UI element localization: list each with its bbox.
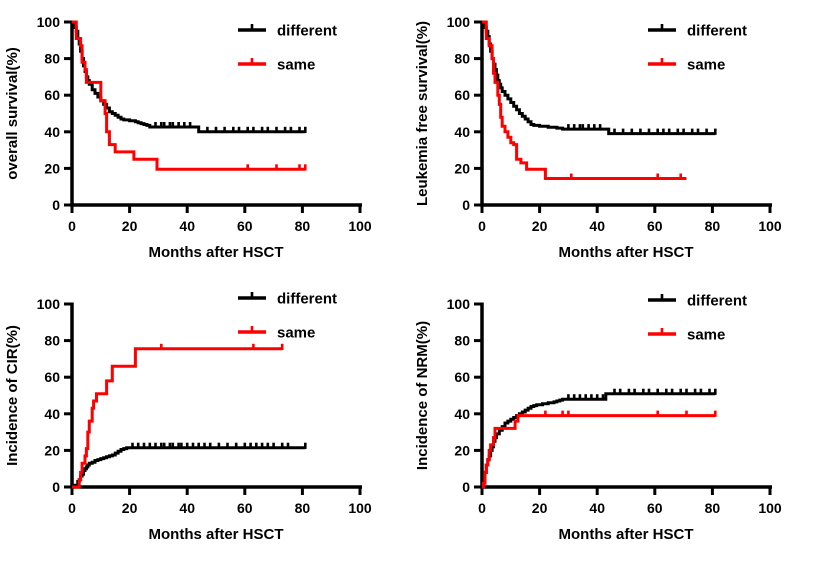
x-tick-label: 0: [478, 218, 486, 234]
legend-item-same: same: [238, 57, 315, 74]
y-tick-label: 0: [462, 479, 470, 495]
legend-label-different: different: [687, 23, 747, 40]
y-tick-label: 80: [44, 51, 60, 67]
legend-label-same: same: [687, 327, 725, 344]
y-tick-label: 20: [454, 442, 470, 458]
panel-incidence-cir: 0 20 40 60 80 100 0 20 40 60 80 100 Months after HSC…: [0, 282, 410, 564]
x-tick-label: 20: [122, 218, 138, 234]
y-tick-label: 40: [44, 124, 60, 140]
y-tick-label: 40: [454, 124, 470, 140]
x-tick-label: 100: [758, 500, 782, 516]
legend-item-same: same: [238, 325, 315, 342]
survival-curve-same: [72, 347, 283, 489]
y-tick-label: 20: [44, 160, 60, 176]
y-tick-label: 20: [44, 442, 60, 458]
x-tick-label: 60: [237, 500, 253, 516]
survival-curve-different: [72, 446, 306, 489]
legend-label-same: same: [687, 57, 725, 74]
x-tick-label: 100: [348, 218, 372, 234]
y-tick-label: 100: [37, 14, 61, 30]
survival-curve-different: [481, 392, 716, 489]
y-tick-label: 20: [454, 160, 470, 176]
x-tick-label: 60: [237, 218, 253, 234]
x-tick-label: 40: [589, 500, 605, 516]
x-tick-label: 80: [295, 500, 311, 516]
x-tick-label: 0: [68, 500, 76, 516]
y-tick-label: 40: [44, 406, 60, 422]
y-tick-label: 60: [454, 369, 470, 385]
x-tick-label: 40: [179, 500, 195, 516]
overall-survival-plot: 0 20 40 60 80 100 0 20 40 60 80 100 Months after HSC…: [4, 14, 372, 261]
x-tick-label: 80: [705, 500, 721, 516]
legend-label-different: different: [687, 293, 747, 310]
y-tick-label: 80: [44, 333, 60, 349]
x-tick-label: 0: [478, 500, 486, 516]
legend-label-same: same: [277, 57, 315, 74]
x-tick-label: 40: [179, 218, 195, 234]
y-tick-label: 100: [447, 296, 471, 312]
legend-item-same: same: [648, 327, 725, 344]
y-tick-label: 0: [462, 197, 470, 213]
legend-label-different: different: [277, 291, 337, 308]
y-tick-label: 0: [52, 479, 60, 495]
survival-curve-different: [482, 20, 716, 136]
leukemia-free-survival-plot: 0 20 40 60 80 100 0 20 40 60 80 100 Months after HSC…: [414, 14, 782, 261]
x-axis-label: Months after HSCT: [149, 244, 284, 261]
y-tick-label: 80: [454, 333, 470, 349]
x-tick-label: 0: [68, 218, 76, 234]
x-tick-label: 100: [348, 500, 372, 516]
incidence-nrm-plot: 0 20 40 60 80 100 0 20 40 60 80 100 Months after HSC…: [414, 293, 782, 544]
y-axis-label: overall survival(%): [4, 47, 21, 180]
x-tick-label: 80: [705, 218, 721, 234]
panel-leukemia-free-survival: 0 20 40 60 80 100 0 20 40 60 80 100 Months after HSC…: [410, 0, 820, 282]
y-tick-label: 80: [454, 51, 470, 67]
y-tick-label: 0: [52, 197, 60, 213]
survival-curve-same: [482, 20, 687, 180]
legend-label-same: same: [277, 325, 315, 342]
survival-curve-same: [481, 414, 716, 489]
x-tick-label: 100: [758, 218, 782, 234]
x-tick-label: 20: [532, 500, 548, 516]
x-tick-label: 20: [532, 218, 548, 234]
y-tick-label: 60: [44, 369, 60, 385]
y-tick-label: 100: [447, 14, 471, 30]
x-tick-label: 80: [295, 218, 311, 234]
legend-item-different: different: [238, 23, 337, 40]
panel-overall-survival: 0 20 40 60 80 100 0 20 40 60 80 100 Months after HSC…: [0, 0, 410, 282]
x-tick-label: 40: [589, 218, 605, 234]
legend-item-same: same: [648, 57, 725, 74]
y-axis-label: Incidence of NRM(%): [414, 321, 431, 470]
x-tick-label: 20: [122, 500, 138, 516]
legend-item-different: different: [648, 293, 747, 310]
x-tick-label: 60: [647, 218, 663, 234]
y-tick-label: 60: [44, 87, 60, 103]
y-axis-label: Incidence of CIR(%): [4, 325, 21, 466]
y-tick-label: 40: [454, 406, 470, 422]
x-tick-label: 60: [647, 500, 663, 516]
legend-item-different: different: [238, 291, 337, 308]
x-axis-label: Months after HSCT: [149, 526, 284, 543]
y-tick-label: 100: [37, 296, 61, 312]
y-tick-label: 60: [454, 87, 470, 103]
panel-incidence-nrm: 0 20 40 60 80 100 0 20 40 60 80 100 Months after HSC…: [410, 282, 820, 564]
legend-label-different: different: [277, 23, 337, 40]
survival-curve-same: [72, 20, 306, 171]
x-axis-label: Months after HSCT: [559, 526, 694, 543]
legend-item-different: different: [648, 23, 747, 40]
incidence-cir-plot: 0 20 40 60 80 100 0 20 40 60 80 100 Months after HSC…: [4, 291, 372, 544]
y-axis-label: Leukemia free survival(%): [414, 21, 431, 206]
x-axis-label: Months after HSCT: [559, 244, 694, 261]
